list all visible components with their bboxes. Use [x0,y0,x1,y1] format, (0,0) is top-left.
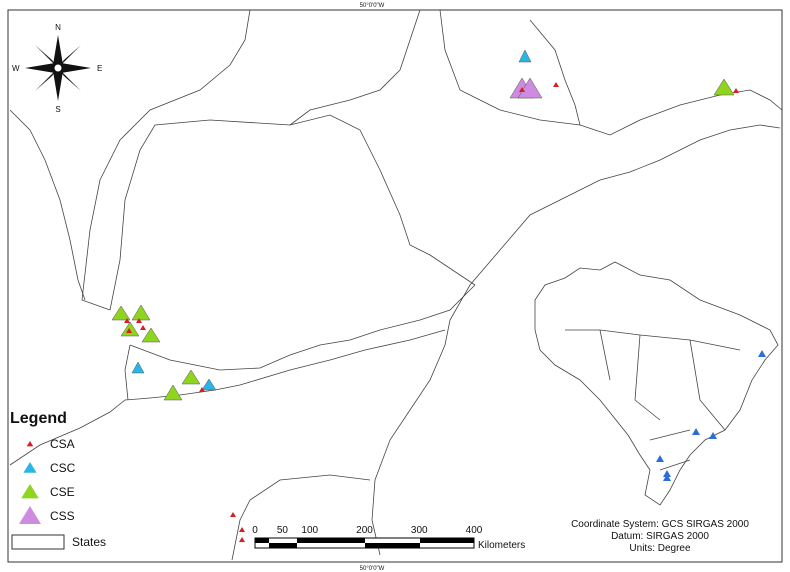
legend-symbol [26,441,34,447]
compass: N S E W [12,23,102,114]
legend-symbol [23,462,37,473]
scale-bar: Kilometers 0 50 100 200 300 400 [252,525,525,551]
info-line: Units: Degree [629,543,691,554]
compass-s: S [55,105,60,114]
scale-unit: Kilometers [478,540,525,551]
scale-label: 100 [301,525,318,536]
legend-title: Legend [10,410,67,427]
top-label: 50°0'0"W [360,3,385,9]
compass-e: E [97,64,102,73]
legend-label: CSS [50,509,75,523]
info-line: Coordinate System: GCS SIRGAS 2000 [571,519,749,530]
states-swatch [11,534,65,550]
scale-label: 0 [252,525,258,536]
info-line: Datum: SIRGAS 2000 [611,531,709,542]
legend-label: CSE [50,485,75,499]
map-frame [7,9,783,563]
inset-brazil [534,261,779,506]
sample-points [111,49,739,542]
legend-symbol [21,484,39,499]
compass-w: W [12,64,20,73]
legend-label: CSA [50,437,75,451]
legend-label: CSC [50,461,76,475]
legend-states: States [72,535,106,549]
scale-label: 400 [466,525,483,536]
scale-label: 50 [277,525,289,536]
state-borders [9,9,783,561]
info: Coordinate System: GCS SIRGAS 2000 Datum… [571,519,749,554]
scale-label: 200 [356,525,373,536]
bottom-label: 50°0'0"W [360,566,385,572]
legend-symbol [19,506,41,524]
legend: Legend States CSA CSC CSE CSS [10,410,106,550]
compass-n: N [55,23,61,32]
scale-label: 300 [411,525,428,536]
